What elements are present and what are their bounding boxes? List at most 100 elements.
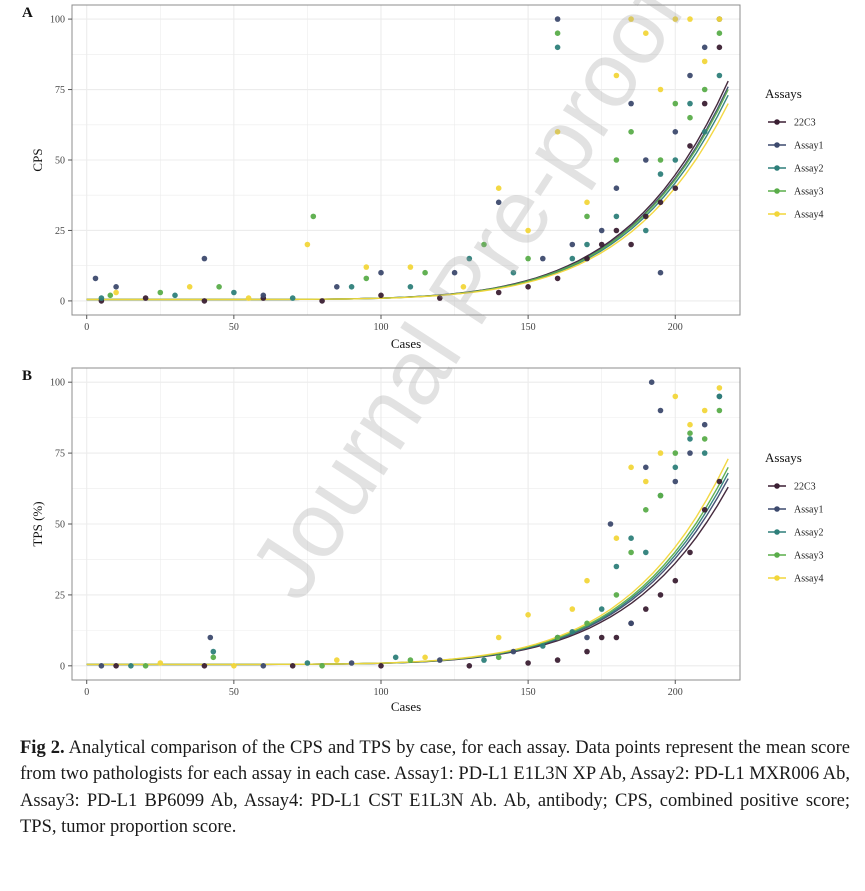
data-point-assay3 <box>672 450 679 456</box>
y-tick-label: 75 <box>55 449 65 460</box>
legend-label: Assay2 <box>794 528 823 539</box>
y-tick-label: 0 <box>60 661 65 672</box>
data-point-assay1 <box>607 521 614 527</box>
data-point-assay3 <box>672 100 679 107</box>
data-point-assay3 <box>584 620 590 627</box>
data-point-assay2 <box>210 648 217 655</box>
data-point-assay1 <box>657 269 664 276</box>
data-point-assay4 <box>363 264 370 270</box>
data-point-assay4 <box>495 185 502 191</box>
data-point-assay3 <box>701 86 708 93</box>
legend-title: Assays <box>765 450 802 465</box>
y-tick-label: 50 <box>55 156 65 167</box>
data-point-assay3 <box>716 30 723 36</box>
data-point-assay4 <box>657 86 664 93</box>
data-point-assay2 <box>231 289 237 296</box>
data-point-22c3 <box>584 255 590 262</box>
y-tick-label: 100 <box>50 378 65 389</box>
data-point-22c3 <box>701 507 708 513</box>
data-point-assay1 <box>613 185 620 191</box>
legend-key-point <box>774 119 780 125</box>
data-point-assay4 <box>687 16 693 22</box>
data-point-assay4 <box>584 199 590 206</box>
data-point-assay1 <box>701 44 708 51</box>
data-point-22c3 <box>525 660 531 666</box>
data-point-assay3 <box>495 654 502 661</box>
data-point-22c3 <box>525 284 531 290</box>
data-point-22c3 <box>378 292 384 299</box>
x-axis-label: Cases <box>391 336 421 351</box>
data-point-22c3 <box>378 663 384 669</box>
data-point-assay1 <box>510 648 517 655</box>
data-point-assay4 <box>643 30 649 36</box>
data-point-22c3 <box>687 549 693 556</box>
x-tick-label: 200 <box>668 322 683 333</box>
legend-key-point <box>774 142 780 148</box>
trend-line-22c3 <box>86 486 729 666</box>
y-axis-label: CPS <box>30 148 45 171</box>
data-point-22c3 <box>584 648 590 655</box>
data-point-assay4 <box>716 385 723 391</box>
x-tick-label: 0 <box>84 687 89 698</box>
data-point-assay1 <box>554 16 561 22</box>
x-tick-label: 100 <box>373 322 388 333</box>
x-tick-label: 150 <box>521 322 536 333</box>
data-point-22c3 <box>657 199 664 206</box>
data-point-assay4 <box>495 634 502 641</box>
data-point-assay2 <box>407 284 414 290</box>
data-point-assay3 <box>613 592 620 598</box>
data-point-assay1 <box>584 634 590 641</box>
data-point-assay2 <box>687 100 693 107</box>
data-point-22c3 <box>716 44 723 51</box>
data-point-assay3 <box>613 157 620 163</box>
data-point-assay1 <box>92 275 99 282</box>
legend-label: Assay3 <box>794 551 823 562</box>
data-point-22c3 <box>142 295 149 301</box>
data-point-22c3 <box>613 634 620 641</box>
data-point-assay2 <box>304 660 311 666</box>
data-point-assay3 <box>525 255 531 262</box>
data-point-22c3 <box>672 185 679 191</box>
data-point-assay1 <box>207 634 214 641</box>
data-point-assay1 <box>701 421 708 428</box>
legend-key-point <box>774 188 780 194</box>
data-point-assay3 <box>216 284 222 290</box>
data-point-assay2 <box>554 44 561 51</box>
x-tick-label: 50 <box>229 322 239 333</box>
y-axis-label: TPS (%) <box>30 501 45 546</box>
data-point-assay2 <box>584 241 590 248</box>
data-point-22c3 <box>319 298 325 304</box>
data-point-assay2 <box>701 129 708 135</box>
legend-label: 22C3 <box>794 482 816 493</box>
x-tick-label: 0 <box>84 322 89 333</box>
data-point-assay2 <box>687 436 693 442</box>
data-point-assay3 <box>210 654 217 661</box>
data-point-assay2 <box>716 72 723 79</box>
data-point-assay2 <box>392 654 399 661</box>
legend-key-point <box>774 575 780 581</box>
legend-key-point <box>774 211 780 217</box>
data-point-22c3 <box>701 100 708 107</box>
data-point-22c3 <box>495 289 502 296</box>
data-point-assay1 <box>628 100 634 107</box>
data-point-assay3 <box>584 213 590 220</box>
data-point-assay4 <box>569 606 576 612</box>
trend-line-assay3 <box>86 466 729 666</box>
data-point-22c3 <box>554 657 561 663</box>
data-point-assay3 <box>407 657 414 663</box>
data-point-assay1 <box>98 663 105 669</box>
data-point-22c3 <box>437 295 443 301</box>
legend-label: Assay3 <box>794 187 823 198</box>
legend-key-point <box>774 483 780 489</box>
data-point-assay1 <box>643 464 649 471</box>
data-point-22c3 <box>672 577 679 584</box>
data-point-assay2 <box>128 663 134 669</box>
data-point-22c3 <box>628 241 634 248</box>
data-point-assay2 <box>98 295 105 301</box>
y-tick-label: 50 <box>55 520 65 531</box>
data-point-assay2 <box>540 643 546 649</box>
legend-label: Assay4 <box>794 574 823 585</box>
data-point-assay2 <box>466 255 473 262</box>
data-point-assay2 <box>643 227 649 234</box>
data-point-assay3 <box>701 436 708 442</box>
